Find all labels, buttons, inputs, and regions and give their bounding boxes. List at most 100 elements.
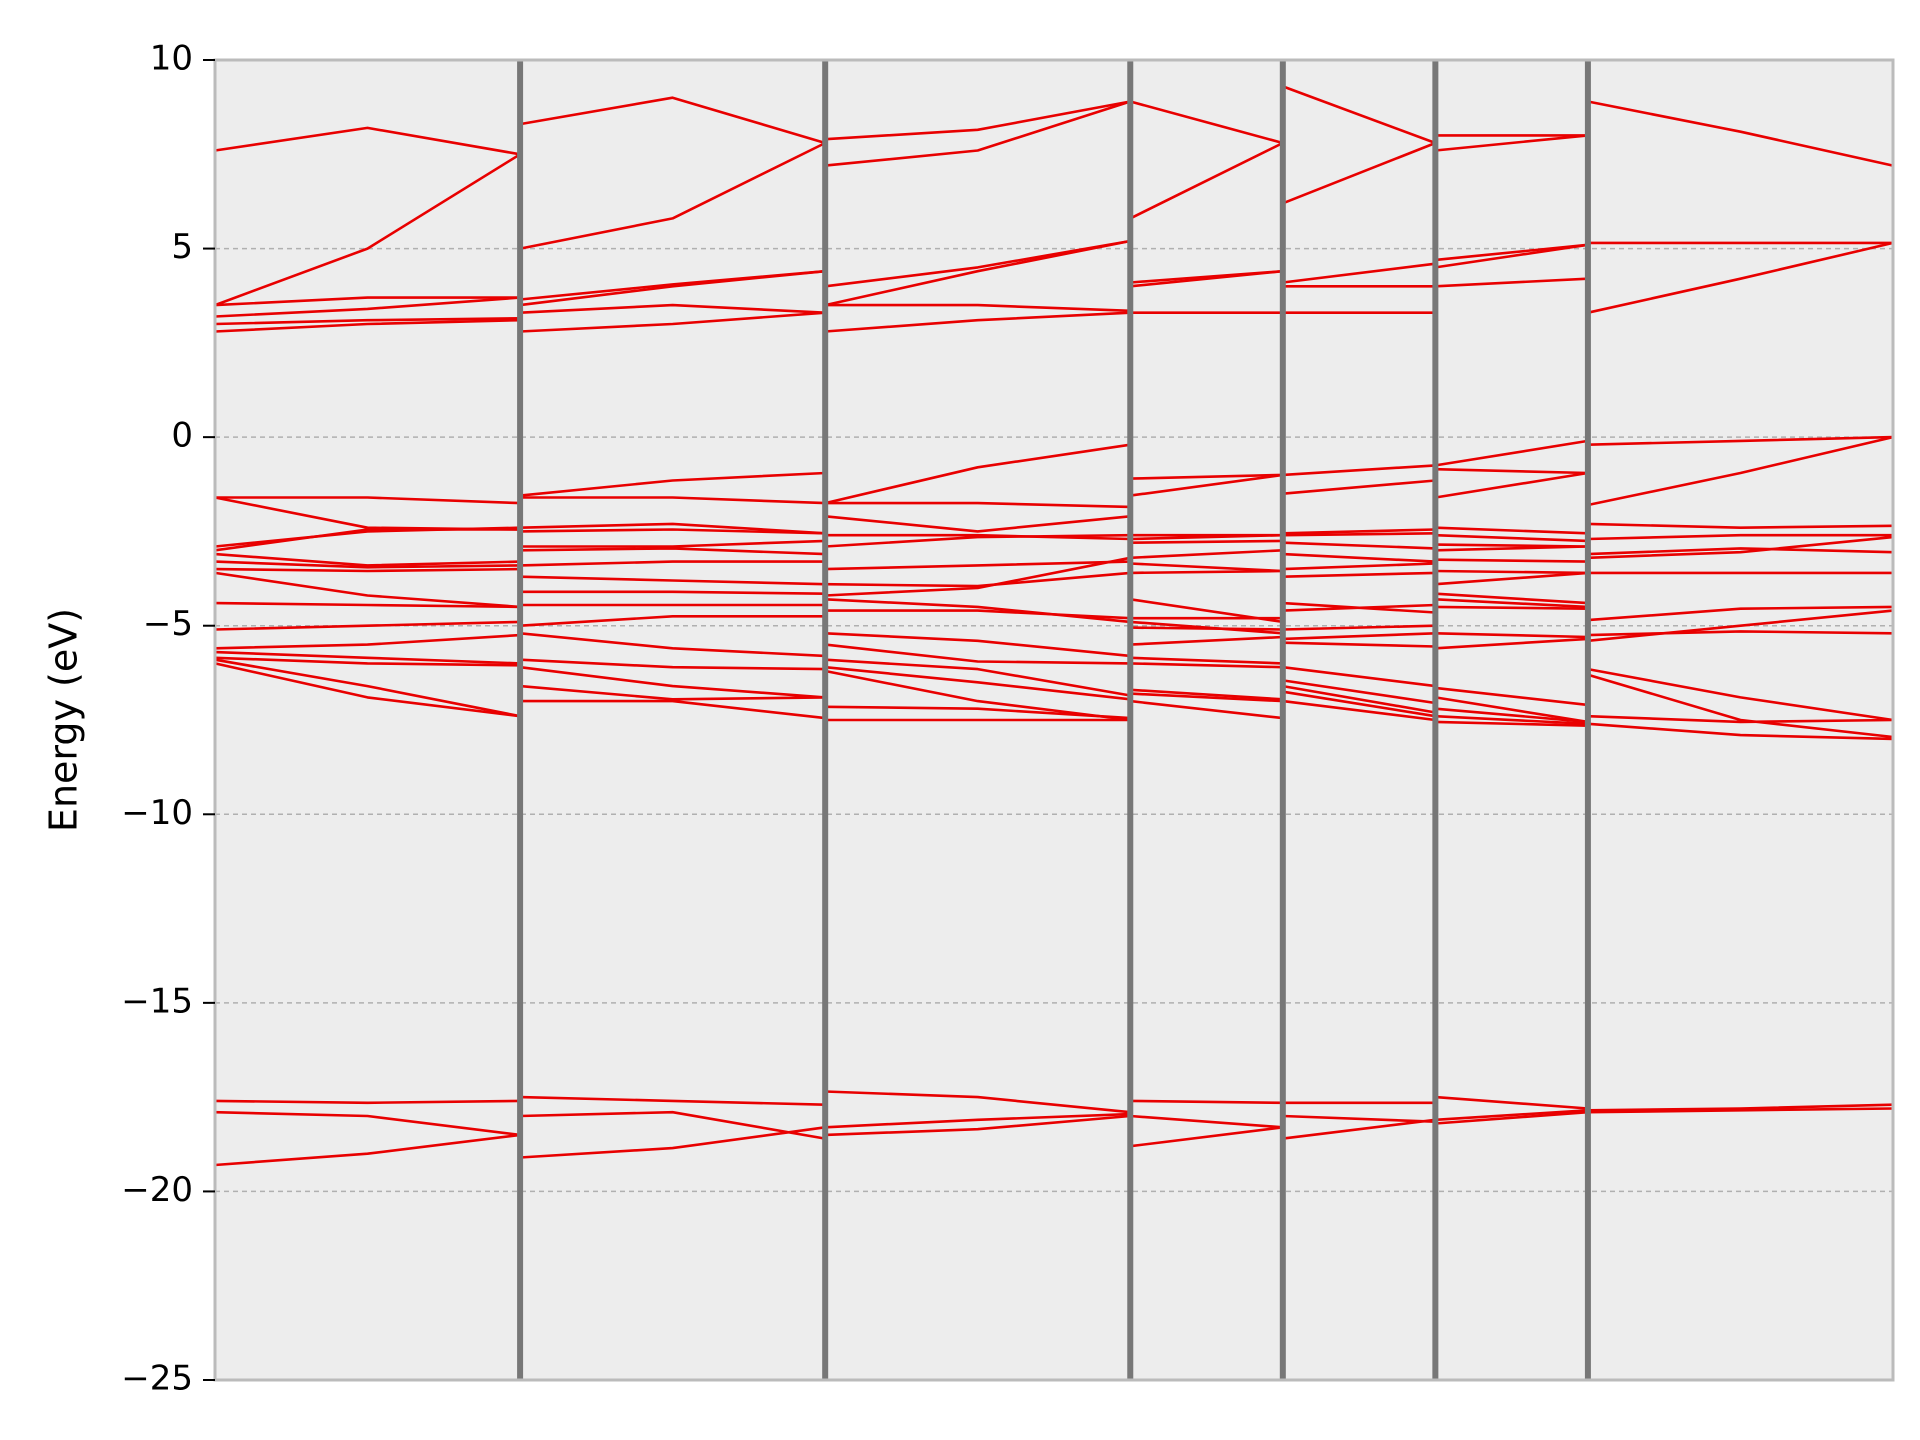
band-line: [214, 1133, 521, 1167]
band-line: [825, 100, 1131, 141]
band-line: [1435, 439, 1589, 467]
band-line: [1587, 1103, 1894, 1112]
band-line: [1587, 714, 1894, 724]
band-line: [825, 643, 1131, 665]
band-line: [1435, 605, 1588, 610]
band-line: [1282, 552, 1436, 563]
band-line: [1587, 667, 1894, 722]
band-line: [214, 153, 521, 307]
band-line: [520, 522, 826, 535]
band-line: [214, 650, 521, 665]
band-line: [1129, 100, 1284, 145]
band-line: [1130, 688, 1283, 701]
band-line: [1435, 632, 1588, 639]
band-line: [1435, 134, 1589, 152]
band-line: [214, 633, 521, 650]
band-line: [1282, 632, 1436, 641]
band-line: [214, 1110, 521, 1137]
y-tick-label: −20: [121, 1170, 193, 1210]
band-line: [1130, 1099, 1283, 1105]
band-line: [520, 539, 826, 548]
band-line: [520, 547, 826, 556]
band-line: [214, 1099, 521, 1105]
band-line: [520, 496, 826, 505]
band-line: [1435, 277, 1588, 288]
band-line: [214, 601, 521, 609]
band-line: [1130, 692, 1283, 703]
band-line: [1587, 435, 1894, 507]
band-line: [1130, 635, 1283, 646]
band-line: [519, 471, 826, 497]
band-line: [1435, 598, 1588, 609]
band-line: [1435, 467, 1588, 475]
y-tick-label: 5: [171, 227, 193, 267]
band-line: [1435, 543, 1588, 548]
band-line: [214, 656, 521, 667]
band-line: [825, 560, 1131, 571]
band-line: [1587, 630, 1894, 637]
band-line: [214, 552, 521, 567]
band-line: [825, 100, 1131, 167]
band-line: [1282, 601, 1436, 614]
band-line: [1282, 141, 1436, 205]
band-line: [1282, 262, 1436, 284]
band-line: [520, 1095, 826, 1106]
band-line: [520, 528, 826, 535]
band-line: [1587, 522, 1894, 530]
band-line: [1435, 1110, 1588, 1125]
band-line: [1587, 1107, 1894, 1114]
band-line: [214, 620, 521, 631]
band-line: [1435, 1109, 1588, 1122]
band-line: [1282, 541, 1436, 550]
band-line: [825, 311, 1131, 333]
band-line: [1587, 535, 1894, 560]
band-line: [1130, 562, 1283, 573]
band-line: [214, 318, 521, 333]
band-line: [1282, 684, 1436, 714]
band-line: [1282, 665, 1436, 688]
band-line: [520, 1110, 826, 1140]
band-line: [1587, 609, 1894, 643]
band-line: [1282, 690, 1436, 718]
band-line: [825, 533, 1131, 548]
band-line: [1282, 479, 1436, 495]
band-line: [1282, 528, 1436, 535]
band-line: [825, 515, 1131, 533]
band-line: [520, 560, 826, 567]
band-line: [825, 556, 1131, 597]
band-line: [519, 684, 826, 701]
band-line: [1130, 662, 1283, 669]
band-line: [1282, 532, 1436, 537]
band-line: [825, 1112, 1131, 1129]
band-line: [1130, 699, 1283, 720]
band-line: [1435, 696, 1589, 724]
band-line: [1130, 473, 1283, 497]
band-line: [825, 598, 1131, 624]
band-line: [1435, 243, 1589, 262]
band-line: [1282, 85, 1436, 145]
band-line: [520, 575, 826, 586]
band-line: [1587, 722, 1894, 741]
band-line: [214, 567, 521, 573]
band-line: [1587, 533, 1893, 541]
band-line: [214, 662, 521, 718]
band-line: [1130, 1126, 1283, 1148]
band-line: [1282, 641, 1436, 648]
band-line: [520, 303, 826, 314]
band-line: [825, 665, 1131, 701]
band-line: [1435, 707, 1589, 724]
band-line: [520, 614, 826, 627]
band-line: [1435, 569, 1588, 575]
band-line: [519, 141, 826, 250]
band-line: [214, 496, 521, 531]
band-line: [519, 665, 826, 699]
band-line: [520, 1126, 826, 1159]
band-line: [1587, 241, 1894, 314]
kpoint-separators: [517, 60, 1591, 1380]
band-line: [1435, 714, 1588, 726]
band-line: [1435, 720, 1588, 727]
y-tick-label: −15: [121, 981, 193, 1021]
band-line: [1130, 569, 1283, 575]
y-tick-label: −25: [121, 1359, 193, 1399]
